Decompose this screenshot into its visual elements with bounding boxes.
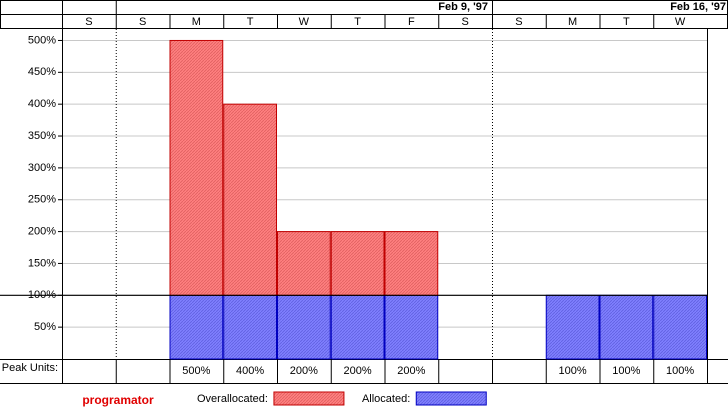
peak-units-value: 200% (290, 365, 318, 377)
bar-segment (599, 294, 654, 360)
peak-units-value: 100% (559, 365, 587, 377)
day-label: T (623, 16, 630, 28)
day-label: T (247, 16, 254, 28)
peak-units-value: 400% (236, 365, 264, 377)
bar-segment (545, 294, 600, 360)
bar-segment (653, 294, 707, 360)
legend-label: Allocated: (362, 393, 410, 405)
day-label: F (408, 16, 415, 28)
legend-swatch (415, 391, 487, 406)
peak-units-value: 500% (182, 365, 210, 377)
day-label: S (461, 16, 468, 28)
bar-segment (330, 294, 385, 360)
peak-units-value: 200% (344, 365, 372, 377)
y-tick-label: 450% (28, 66, 56, 78)
day-label: M (568, 16, 577, 28)
day-label: W (675, 16, 686, 28)
day-label: S (85, 16, 92, 28)
y-tick-label: 250% (28, 194, 56, 206)
resource-name: programator (82, 393, 154, 407)
y-tick-label: 150% (28, 257, 56, 269)
bar-segment (169, 39, 224, 296)
bar-segment (223, 103, 277, 296)
y-tick-label: 400% (28, 98, 56, 110)
legend-swatch (273, 391, 345, 406)
bar-segment (384, 294, 439, 360)
y-tick-label: 300% (28, 162, 56, 174)
day-label: T (354, 16, 361, 28)
day-label: W (299, 16, 310, 28)
peak-units-value: 100% (666, 365, 694, 377)
day-label: M (192, 16, 201, 28)
y-tick-label: 350% (28, 130, 56, 142)
bar-segment (169, 294, 224, 360)
peak-units-value: 200% (397, 365, 425, 377)
week-label: Feb 16, '97 (670, 1, 726, 13)
bar-segment (277, 231, 331, 296)
peak-units-value: 100% (612, 365, 640, 377)
week-label: Feb 9, '97 (438, 1, 488, 13)
day-label: S (515, 16, 522, 28)
y-tick-label: 200% (28, 225, 56, 237)
bar-segment (384, 231, 439, 296)
bar-segment (223, 294, 277, 360)
peak-units-label: Peak Units: (2, 362, 58, 374)
y-tick-label: 500% (28, 34, 56, 46)
bar-segment (277, 294, 331, 360)
day-label: S (139, 16, 146, 28)
y-tick-label: 50% (34, 321, 56, 333)
legend-label: Overallocated: (197, 393, 268, 405)
bar-segment (330, 231, 385, 296)
